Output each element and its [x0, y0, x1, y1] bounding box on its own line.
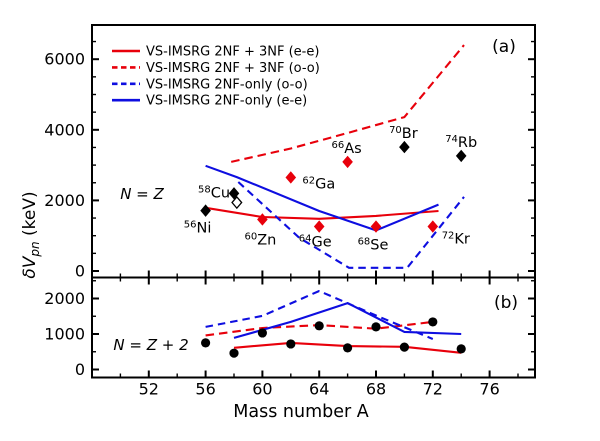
- series-line-blue-solid: [205, 164, 439, 232]
- data-point-diamond: [257, 213, 268, 226]
- series-line-red-solid: [205, 206, 439, 220]
- x-tick-label: 64: [309, 380, 329, 399]
- data-point-diamond: [427, 220, 439, 233]
- data-point-circle: [371, 322, 381, 332]
- legend-label: VS-IMSRG 2NF-only (o-o): [146, 77, 308, 92]
- nuclide-label-60Zn: 60Zn: [244, 231, 276, 248]
- x-tick-label: 56: [195, 380, 215, 399]
- x-tick-label: 68: [366, 380, 386, 399]
- nuclide-label-66As: 66As: [331, 140, 361, 157]
- nuclide-label-62Ga: 62Ga: [302, 175, 335, 192]
- data-point-circle: [257, 328, 267, 338]
- data-point-circle: [343, 343, 353, 353]
- series-line-blue-solid: [233, 302, 462, 339]
- data-point-diamond: [285, 171, 297, 184]
- data-point-circle: [229, 348, 239, 358]
- y-axis-title-unit: (keV): [20, 191, 40, 241]
- series-line-blue-dashed: [237, 181, 465, 269]
- series-layer: [205, 44, 465, 354]
- data-point-diamond: [370, 220, 382, 233]
- data-point-circle: [456, 344, 466, 354]
- nuclide-label-68Se: 68Se: [358, 237, 389, 254]
- y-tick-label: 0: [75, 360, 85, 379]
- nuclide-label-70Br: 70Br: [389, 125, 418, 142]
- y-tick-label: 2000: [44, 289, 85, 308]
- y-axis-title-sub: pn: [28, 241, 42, 257]
- data-point-diamond: [342, 155, 353, 169]
- nuclide-label-74Rb: 74Rb: [445, 134, 477, 151]
- data-point-circle: [201, 338, 211, 348]
- nuclide-label-72Kr: 72Kr: [442, 231, 470, 248]
- y-tick-label: 4000: [44, 120, 85, 139]
- y-tick-label: 1000: [44, 325, 85, 344]
- panel-a-label: (a): [492, 37, 516, 57]
- series-line-red-dashed: [230, 44, 465, 163]
- y-tick-label: 6000: [44, 50, 85, 69]
- nuclide-label-56Ni: 56Ni: [184, 220, 212, 237]
- y-tick-label: 2000: [44, 191, 85, 210]
- data-point-diamond: [399, 140, 410, 154]
- panel-borders-layer: [91, 24, 536, 379]
- markers-layer: 56Ni 58Cu 60Zn 62Ga 64Ge 66As 68Se 70Br 72Kr 74Rb: [184, 125, 477, 358]
- panel-a-annotation: N = Z: [120, 185, 164, 203]
- y-axis-title: δVpn (keV): [20, 191, 42, 278]
- y-tick-label: 0: [75, 262, 85, 281]
- x-tick-label: 52: [139, 380, 159, 399]
- nuclide-label-64Ge: 64Ge: [299, 234, 332, 251]
- series-line-blue-dashed: [205, 289, 434, 340]
- data-point-circle: [286, 339, 296, 349]
- data-point-diamond: [200, 204, 211, 217]
- legend-label: VS-IMSRG 2NF + 3NF (o-o): [146, 61, 320, 76]
- data-point-circle: [428, 317, 438, 327]
- panel-b-annotation: N = Z + 2: [113, 336, 188, 354]
- x-axis-title: Mass number A: [233, 402, 368, 422]
- panel-border-b: [91, 276, 536, 379]
- nuclide-label-58Cu: 58Cu: [198, 184, 230, 201]
- legend-label: VS-IMSRG 2NF-only (e-e): [146, 94, 307, 109]
- legend-label: VS-IMSRG 2NF + 3NF (e-e): [146, 45, 319, 60]
- x-tick-label: 72: [423, 380, 443, 399]
- data-point-circle: [314, 321, 324, 331]
- y-axis-title-main: δV: [20, 255, 40, 278]
- x-tick-label: 76: [479, 380, 499, 399]
- legend: VS-IMSRG 2NF + 3NF (e-e)VS-IMSRG 2NF + 3…: [112, 45, 320, 109]
- data-point-diamond: [313, 220, 325, 233]
- x-tick-label: 60: [252, 380, 272, 399]
- data-point-circle: [399, 342, 409, 352]
- panel-b-label: (b): [494, 293, 518, 313]
- data-point-diamond-open: [231, 195, 243, 210]
- axes-ticks-layer: 0 2000 4000 6000 0 1000 2000 52 56 60 64 68 72 76: [44, 40, 535, 399]
- data-point-diamond: [455, 149, 467, 163]
